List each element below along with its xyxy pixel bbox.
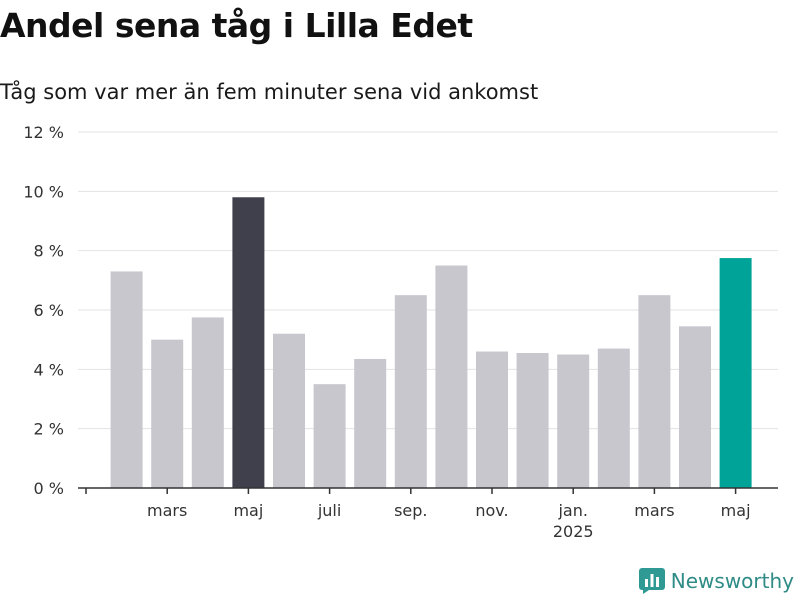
x-tick-label: jan. xyxy=(557,501,587,520)
x-tick-label: mars xyxy=(634,501,674,520)
bar xyxy=(191,317,224,488)
y-tick-label: 6 % xyxy=(34,301,64,320)
chart-subtitle: Tåg som var mer än fem minuter sena vid … xyxy=(0,80,539,104)
y-tick-label: 4 % xyxy=(34,360,64,379)
bar xyxy=(110,271,143,488)
bar xyxy=(719,258,752,488)
x-tick-label: maj xyxy=(233,501,263,520)
bar xyxy=(516,353,549,488)
y-tick-label: 2 % xyxy=(34,420,64,439)
logo-text: Newsworthy xyxy=(670,569,794,593)
x-tick-label: juli xyxy=(317,501,341,520)
bar xyxy=(151,339,184,488)
bar xyxy=(232,197,265,488)
x-tick-label: maj xyxy=(721,501,751,520)
x-tick-year-label: 2025 xyxy=(553,522,594,541)
bar xyxy=(476,351,508,488)
x-tick-label: mars xyxy=(147,501,187,520)
x-tick-label: sep. xyxy=(394,501,427,520)
newsworthy-logo: Newsworthy xyxy=(638,568,794,594)
bar xyxy=(679,326,711,488)
bar-chart-icon xyxy=(638,568,665,594)
bar xyxy=(557,354,590,488)
x-tick-label: nov. xyxy=(475,501,508,520)
chart-title: Andel sena tåg i Lilla Edet xyxy=(0,6,473,45)
y-tick-label: 12 % xyxy=(23,123,64,142)
bar xyxy=(273,333,305,488)
bar xyxy=(597,348,630,488)
bar xyxy=(435,265,468,488)
bar xyxy=(394,295,427,488)
y-tick-label: 8 % xyxy=(34,242,64,261)
y-tick-label: 0 % xyxy=(34,479,64,498)
bar xyxy=(313,384,346,488)
y-tick-label: 10 % xyxy=(23,182,64,201)
bar xyxy=(638,295,671,488)
bar xyxy=(354,358,387,488)
